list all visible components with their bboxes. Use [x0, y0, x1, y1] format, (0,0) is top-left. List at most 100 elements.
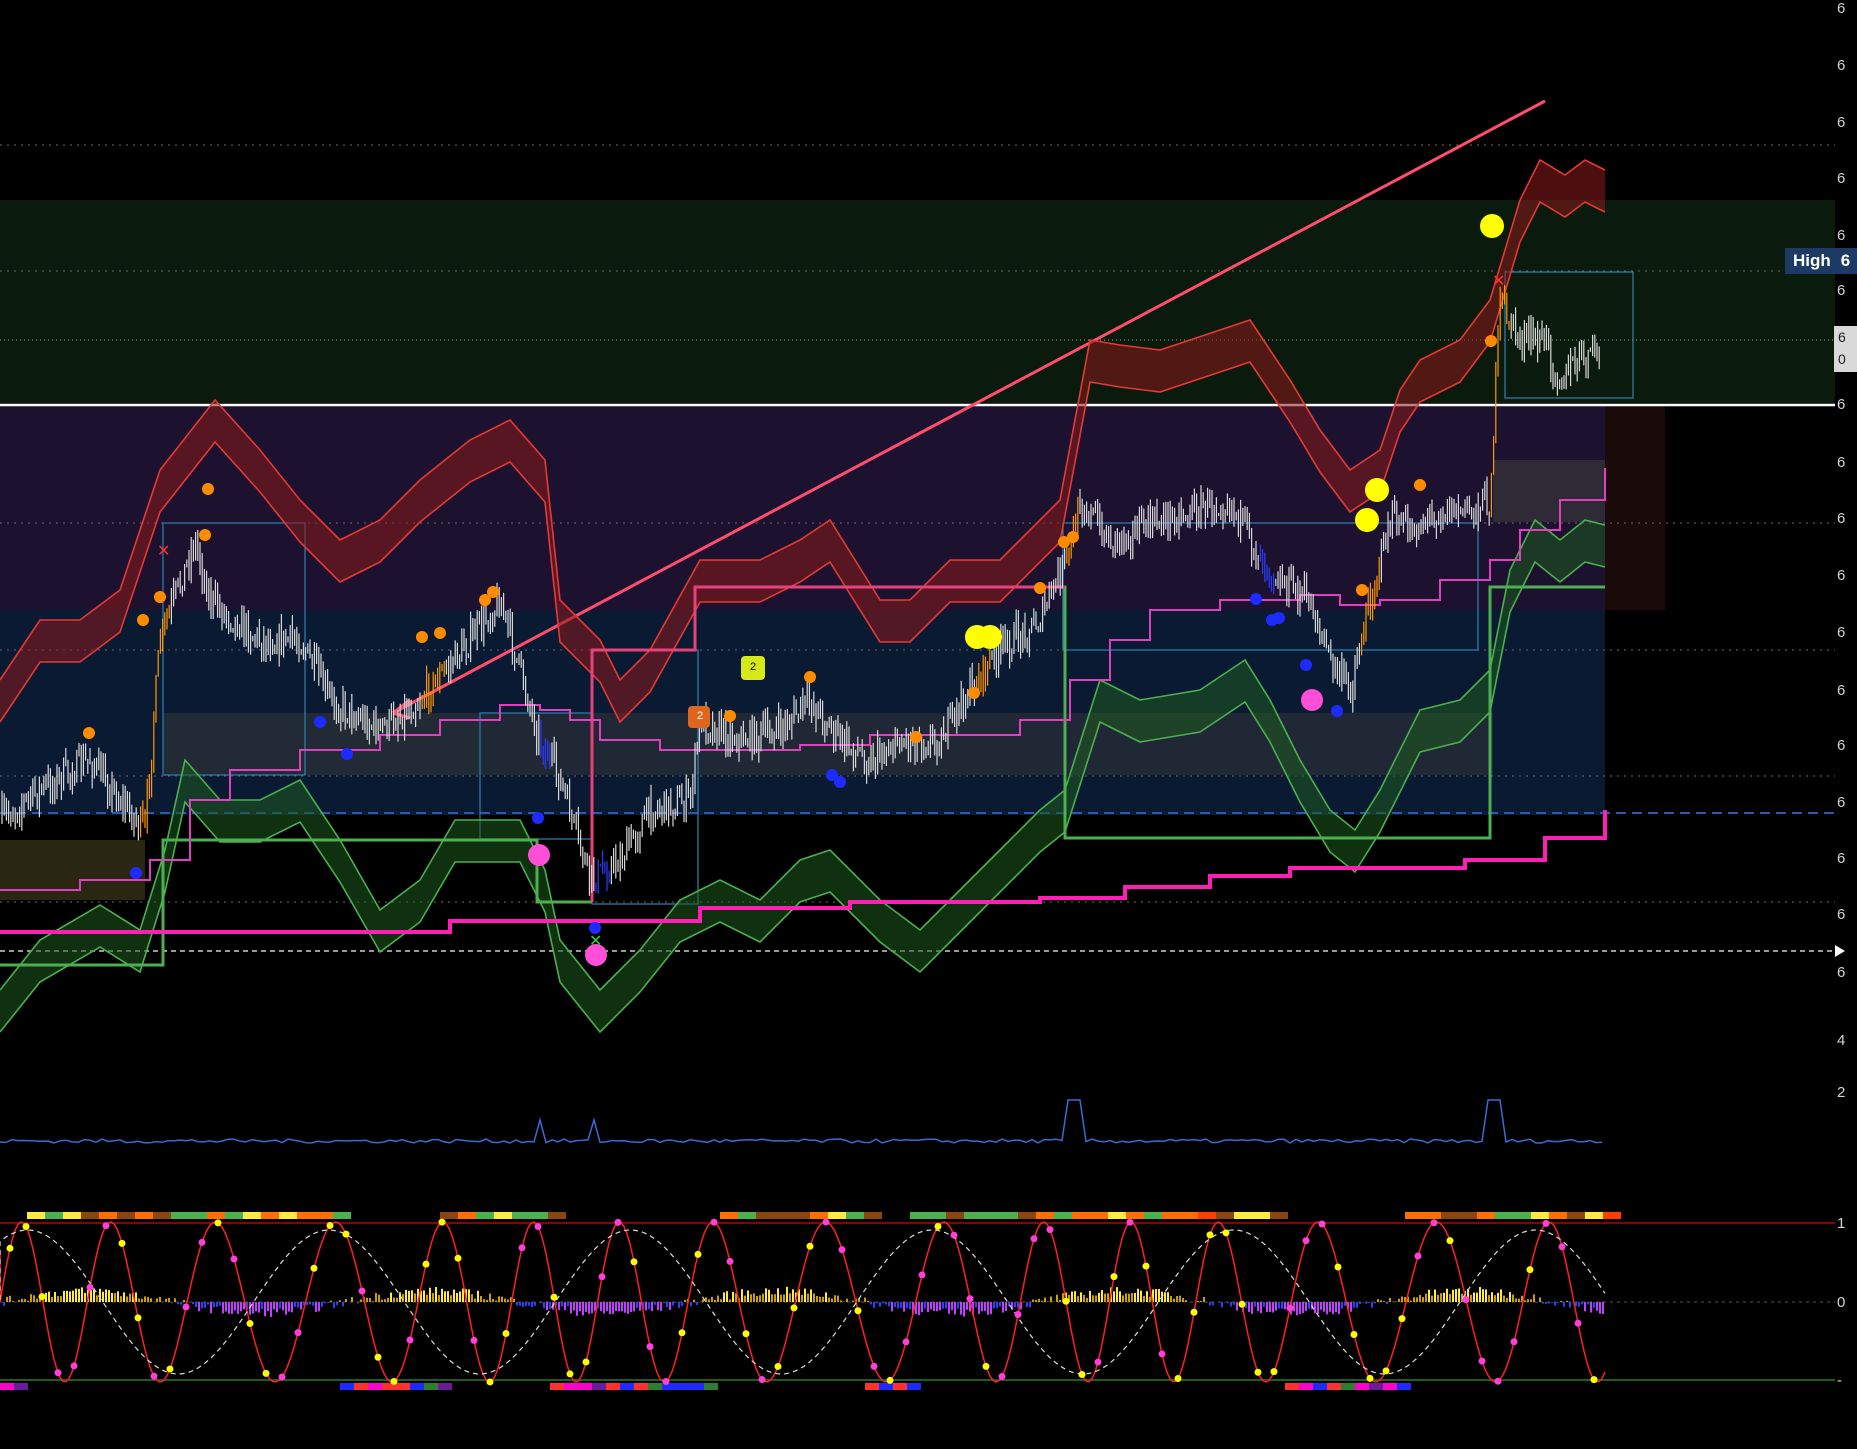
histogram-bar	[1164, 1292, 1166, 1302]
strip-cell	[1216, 1212, 1234, 1219]
histogram-bar	[375, 1293, 377, 1302]
histogram-bar	[1449, 1293, 1451, 1302]
histogram-bar	[261, 1302, 263, 1310]
histogram-bar	[396, 1297, 398, 1302]
histogram-bar	[852, 1300, 854, 1302]
price-axis: 6 6 6 6 6 6 6 6 6 6 6 6 6 6 6 6 6 6 4 2 1 0 -	[1835, 0, 1857, 1449]
histogram-bar	[489, 1293, 491, 1302]
histogram-bar	[1560, 1301, 1562, 1302]
oscillator-dot	[1558, 1243, 1566, 1251]
histogram-bar	[69, 1291, 71, 1302]
oscillator-dot	[454, 1254, 462, 1262]
strip-cell	[928, 1212, 946, 1219]
histogram-bar	[1020, 1302, 1022, 1310]
histogram-bar	[1557, 1302, 1559, 1304]
histogram-bar	[318, 1302, 320, 1312]
oscillator-dot	[838, 1246, 846, 1254]
histogram-bar	[1584, 1302, 1586, 1312]
oscillator-dot	[886, 1376, 894, 1384]
histogram-bar	[891, 1302, 893, 1312]
histogram-bar	[246, 1302, 248, 1310]
oscillator-dot	[198, 1238, 206, 1246]
histogram-bar	[60, 1296, 62, 1302]
histogram-bar	[561, 1302, 563, 1307]
histogram-bar	[801, 1294, 803, 1302]
histogram-bar	[912, 1302, 914, 1315]
histogram-bar	[423, 1290, 425, 1302]
oscillator-dot	[470, 1336, 478, 1344]
histogram-bar	[1368, 1302, 1370, 1304]
histogram-bar	[876, 1302, 878, 1304]
histogram-bar	[1245, 1302, 1247, 1308]
histogram-bar	[450, 1295, 452, 1302]
histogram-bar	[240, 1302, 242, 1312]
histogram-bar	[936, 1302, 938, 1312]
strip-cell	[1495, 1212, 1513, 1219]
strip-cell	[1531, 1212, 1549, 1219]
strip-cell	[1369, 1383, 1383, 1390]
price-axis-label: 6	[1837, 737, 1846, 754]
histogram-bar	[741, 1289, 743, 1302]
oscillator-dot	[166, 1365, 174, 1373]
histogram-bar	[1371, 1302, 1373, 1308]
signal-strip-bottom	[0, 1383, 1411, 1390]
histogram-bar	[894, 1302, 896, 1307]
histogram-bar	[1002, 1302, 1004, 1313]
histogram-bar	[138, 1298, 140, 1302]
histogram-bar	[1062, 1293, 1064, 1302]
strip-cell	[494, 1212, 512, 1219]
strip-cell	[690, 1383, 704, 1390]
histogram-bar	[654, 1302, 656, 1305]
histogram-bar	[159, 1296, 161, 1302]
strip-cell	[1549, 1212, 1567, 1219]
grey-box-3	[1493, 460, 1605, 522]
histogram-bar	[759, 1295, 761, 1302]
histogram-bar	[33, 1295, 35, 1302]
strip-cell	[578, 1383, 592, 1390]
oscillator-dot	[486, 1378, 494, 1386]
signal-yellow-dot	[1355, 508, 1379, 532]
strip-cell	[1252, 1212, 1270, 1219]
histogram-bar	[1254, 1302, 1256, 1307]
cross-icon: ✕	[1492, 273, 1505, 290]
histogram-bar	[1437, 1294, 1439, 1302]
oscillator-dot	[262, 1369, 270, 1377]
strip-cell	[720, 1212, 738, 1219]
histogram-bar	[525, 1302, 527, 1307]
histogram-bar	[1176, 1296, 1178, 1302]
oscillator-dot	[1430, 1219, 1438, 1227]
strip-cell	[648, 1383, 662, 1390]
histogram-bar	[1308, 1302, 1310, 1309]
oscillator-dot	[374, 1353, 382, 1361]
oscillator-dot	[342, 1230, 350, 1238]
sell-dot	[1250, 593, 1262, 605]
histogram-bar	[72, 1290, 74, 1302]
support-step-line	[0, 810, 1607, 934]
strip-cell	[1585, 1212, 1603, 1219]
price-axis-label: 0	[1837, 1294, 1846, 1311]
band-edge	[0, 200, 1606, 724]
oscillator-dot	[918, 1271, 926, 1279]
histogram-bar	[372, 1301, 374, 1302]
histogram-bar	[1125, 1293, 1127, 1302]
buy-dot	[83, 727, 95, 739]
signal-yellow-dot	[978, 625, 1002, 649]
histogram-bar	[78, 1288, 80, 1302]
strip-cell	[564, 1383, 578, 1390]
histogram-bar	[180, 1302, 182, 1305]
price-axis-label: 6	[1837, 794, 1846, 811]
oscillator-dot	[806, 1242, 814, 1250]
histogram-bar	[606, 1302, 608, 1311]
histogram-bar	[1374, 1302, 1376, 1304]
histogram-bar	[303, 1302, 305, 1306]
price-axis-label: 6	[1837, 510, 1846, 527]
histogram-bar	[507, 1299, 509, 1302]
histogram-bar	[1500, 1289, 1502, 1302]
buy-dot	[1356, 584, 1368, 596]
strip-cell	[1234, 1212, 1252, 1219]
strip-cell	[1180, 1212, 1198, 1219]
histogram-bar	[90, 1289, 92, 1302]
magenta-dot	[585, 944, 607, 966]
histogram-bar	[483, 1299, 485, 1302]
